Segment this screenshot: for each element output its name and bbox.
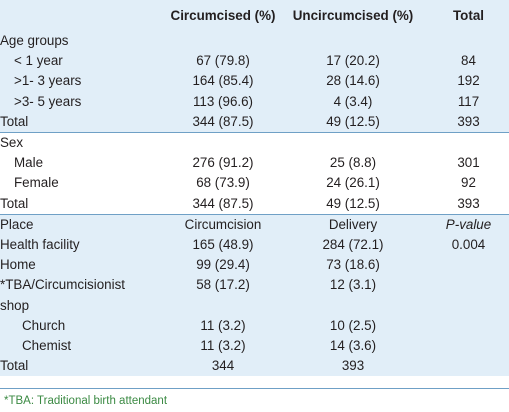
header-cell-uncircumcised: Uncircumcised (%) (292, 8, 414, 23)
table-row: Chemist 11 (3.2) 14 (3.6) (0, 336, 509, 357)
table-row: < 1 year 67 (79.8) 17 (20.2) 84 (0, 51, 509, 72)
cell-total: 117 (428, 91, 509, 112)
header-cell-circumcised: Circumcised (%) (170, 8, 276, 23)
cell-uncircumcised: 24 (26.1) (326, 175, 380, 191)
cell-uncircumcised: 393 (278, 356, 428, 377)
cell-circumcised: 58 (17.2) (168, 275, 278, 296)
cell-uncircumcised: 10 (2.5) (278, 315, 428, 337)
row-label: Total (0, 195, 29, 211)
row-label: Health facility (0, 235, 168, 256)
cell-uncircumcised (278, 132, 428, 154)
cell-total: 192 (428, 71, 509, 92)
cell-uncircumcised: 14 (3.6) (278, 336, 428, 357)
cell-total: 92 (461, 175, 476, 191)
row-label: Church (0, 315, 168, 337)
cell-circumcised: 11 (3.2) (168, 315, 278, 337)
cell-circumcised: 68 (73.9) (196, 175, 250, 191)
data-table: Circumcised (%) Uncircumcised (%) Total … (0, 0, 509, 377)
table-row: Age groups (0, 31, 509, 52)
table-row: Male 276 (91.2) 25 (8.8) 301 (0, 153, 509, 173)
table-row: Place Circumcision Delivery P-value (0, 213, 509, 236)
cell-uncircumcised: 49 (12.5) (278, 111, 428, 133)
cell-circumcised: 11 (3.2) (168, 336, 278, 357)
cell-total (428, 132, 509, 154)
table-row: Female 68 (73.9) 24 (26.1) 92 (0, 173, 509, 193)
header-band (0, 0, 509, 31)
row-label: *TBA/Circumcisionist (0, 275, 168, 296)
table-row: Church 11 (3.2) 10 (2.5) (0, 315, 509, 337)
cell-circumcised (168, 132, 278, 154)
table-row: shop (0, 295, 509, 316)
cell-uncircumcised: 28 (14.6) (278, 71, 428, 92)
cell-uncircumcised: 17 (20.2) (278, 51, 428, 72)
cell-uncircumcised: 284 (72.1) (278, 235, 428, 256)
row-label: Age groups (0, 31, 168, 52)
cell-circumcised (168, 295, 278, 316)
cell-total (428, 255, 509, 276)
cell-uncircumcised (278, 295, 428, 316)
header-cell-label (0, 0, 168, 31)
cell-circumcised: 164 (85.4) (168, 71, 278, 92)
table-row: >1- 3 years 164 (85.4) 28 (14.6) 192 (0, 71, 509, 92)
table-row: Total 344 (87.5) 49 (12.5) 393 (0, 111, 509, 133)
table-row: *TBA/Circumcisionist 58 (17.2) 12 (3.1) (0, 275, 509, 296)
cell-circumcised (168, 31, 278, 52)
table-body: Age groups < 1 year 67 (79.8) 17 (20.2) 84 >1… (0, 31, 509, 377)
cell-circumcised: 344 (87.5) (192, 195, 254, 211)
row-label: >3- 5 years (0, 91, 168, 112)
cell-uncircumcised: 12 (3.1) (278, 275, 428, 296)
row-label: Female (14, 175, 59, 191)
header-row: Circumcised (%) Uncircumcised (%) Total (0, 0, 509, 31)
cell-total (428, 336, 509, 357)
row-label: Total (0, 111, 168, 133)
table-row: >3- 5 years 113 (96.6) 4 (3.4) 117 (0, 91, 509, 112)
row-label: Sex (0, 132, 168, 154)
cell-total: 84 (428, 51, 509, 72)
cell-circumcised: 165 (48.9) (168, 235, 278, 256)
table-row: Total 344 (87.5) 49 (12.5) 393 (0, 194, 509, 215)
row-label: Chemist (0, 336, 168, 357)
table-row: Total 344 393 (0, 356, 509, 377)
cell-circumcised: 276 (91.2) (192, 155, 254, 171)
cell-circumcised: 344 (168, 356, 278, 377)
cell-total (428, 31, 509, 52)
table-row: Sex (0, 132, 509, 154)
cell-uncircumcised: Delivery (278, 213, 428, 236)
row-label: shop (0, 295, 168, 316)
footnote: *TBA: Traditional birth attendant (4, 395, 168, 407)
row-label: >1- 3 years (0, 71, 168, 92)
cell-uncircumcised (278, 31, 428, 52)
cell-uncircumcised: 73 (18.6) (278, 255, 428, 276)
cell-total: 0.004 (428, 235, 509, 256)
cell-uncircumcised: 4 (3.4) (278, 91, 428, 112)
cell-circumcised: 113 (96.6) (168, 91, 278, 112)
table-row: Health facility 165 (48.9) 284 (72.1) 0.004 (0, 235, 509, 256)
row-label: Home (0, 255, 168, 276)
cell-total (428, 356, 509, 377)
cell-total: 393 (428, 111, 509, 133)
cell-circumcised: 67 (79.8) (168, 51, 278, 72)
header-cell-total: Total (453, 8, 484, 23)
row-label: Total (0, 356, 168, 377)
cell-total: 393 (457, 195, 480, 211)
cell-total (428, 275, 509, 296)
cell-circumcised: Circumcision (168, 213, 278, 236)
cell-total (428, 295, 509, 316)
cell-total: P-value (428, 213, 509, 236)
cell-total (428, 315, 509, 337)
cell-uncircumcised: 49 (12.5) (326, 195, 380, 211)
cell-total: 301 (457, 155, 480, 171)
cell-circumcised: 344 (87.5) (168, 111, 278, 133)
cell-circumcised: 99 (29.4) (168, 255, 278, 276)
row-label: Place (0, 213, 168, 236)
row-label: Male (14, 155, 44, 171)
row-label: < 1 year (0, 51, 168, 72)
footer-rule (0, 388, 509, 389)
table-row: Home 99 (29.4) 73 (18.6) (0, 255, 509, 276)
cell-uncircumcised: 25 (8.8) (329, 155, 377, 171)
